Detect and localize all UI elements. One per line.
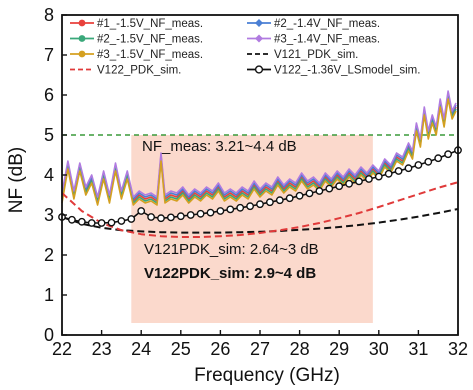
series-line-4 xyxy=(61,90,457,198)
series-8-point xyxy=(434,154,443,163)
annotation-meas: NF_meas: 3.21~4.4 dB xyxy=(142,138,297,155)
x-tick-label: 22 xyxy=(52,339,72,359)
series-8-point xyxy=(345,179,353,188)
annotation-v121: V121PDK_sim: 2.64~3 dB xyxy=(144,241,319,258)
series-8-point xyxy=(137,207,146,215)
x-tick-label: 32 xyxy=(448,339,468,359)
legend-label-1: #1_-1.5V_NF_meas. xyxy=(97,18,203,30)
series-8-point xyxy=(236,203,245,212)
legend-marker-3 xyxy=(78,35,86,42)
legend-marker-1 xyxy=(78,19,86,27)
legend-marker-5 xyxy=(78,50,86,58)
series-8-point xyxy=(414,161,423,169)
legend-marker-4 xyxy=(255,34,263,43)
series-8-point xyxy=(295,191,304,200)
legend-label-3: #2_-1.5V_NF_meas. xyxy=(97,34,203,46)
y-tick-label: 6 xyxy=(44,85,54,105)
x-tick-label: 24 xyxy=(131,339,151,359)
y-tick-label: 4 xyxy=(44,165,54,185)
series-8-point xyxy=(315,187,324,195)
x-tick-label: 31 xyxy=(408,339,428,359)
annotation-v122: V122PDK_sim: 2.9~4 dB xyxy=(144,265,316,282)
series-8-point xyxy=(117,217,126,225)
series-8-point xyxy=(246,202,255,211)
y-tick-label: 7 xyxy=(44,45,54,65)
series-8-point xyxy=(77,217,86,226)
y-tick-label: 2 xyxy=(44,245,54,265)
series-8-point xyxy=(256,200,264,209)
legend-label-2: #2_-1.4V_NF_meas. xyxy=(274,18,380,30)
series-8-point xyxy=(325,184,334,193)
series-8-point xyxy=(196,209,205,218)
legend-marker-2 xyxy=(255,19,263,27)
series-8-point xyxy=(335,182,344,191)
series-8-point xyxy=(68,215,76,224)
series-8-point xyxy=(216,207,225,215)
series-line-7 xyxy=(61,181,459,238)
series-8-point xyxy=(166,213,175,222)
series-8-point xyxy=(305,189,314,198)
legend: #1_-1.5V_NF_meas. #2_-1.4V_NF_meas. #2_-1.… xyxy=(70,18,420,77)
shaded-region xyxy=(131,135,373,323)
plot-layer xyxy=(58,90,462,323)
x-tick-label: 23 xyxy=(92,339,112,359)
x-tick-label: 25 xyxy=(171,339,191,359)
series-8-point xyxy=(147,213,156,221)
series-8-point xyxy=(384,169,393,178)
series-8-point xyxy=(107,218,116,227)
series-8-point xyxy=(444,150,452,159)
legend-marker-8 xyxy=(254,65,264,74)
series-8-point xyxy=(176,212,185,221)
annotation-v122-prefix: V122PDK_sim: xyxy=(144,265,254,282)
y-tick-label: 5 xyxy=(44,125,54,145)
series-8-point xyxy=(374,172,383,181)
x-tick-label: 26 xyxy=(210,339,230,359)
legend-label-6: V121_PDK_sim. xyxy=(274,49,358,61)
legend-label-4: #3_-1.4V_NF_meas. xyxy=(274,34,380,46)
series-8-point xyxy=(206,208,215,217)
x-tick-label: 29 xyxy=(329,339,349,359)
series-8-point xyxy=(355,177,363,186)
series-8-point xyxy=(394,167,403,175)
y-tick-label: 0 xyxy=(44,325,54,345)
legend-label-7: V122_PDK_sim. xyxy=(97,65,181,77)
y-tick-label: 1 xyxy=(44,285,54,305)
legend-label-5: #3_-1.5V_NF_meas. xyxy=(97,49,203,61)
series-8-point xyxy=(364,175,373,183)
series-8-point xyxy=(275,196,284,205)
x-axis-title: Frequency (GHz) xyxy=(194,365,340,386)
x-tick-label: 30 xyxy=(369,339,389,359)
y-tick-label: 3 xyxy=(44,205,54,225)
series-line-5 xyxy=(61,98,457,206)
y-tick-label: 8 xyxy=(44,5,54,25)
annotations: NF_meas: 3.21~4.4 dB V121PDK_sim: 2.64~3… xyxy=(142,138,319,282)
series-8-point xyxy=(404,164,413,173)
series-8-point xyxy=(97,219,106,227)
legend-label-8: V122_-1.36V_LSmodel_sim. xyxy=(274,65,420,77)
series-8-point xyxy=(87,219,96,227)
y-axis-title: NF (dB) xyxy=(6,147,27,214)
series-8-point xyxy=(285,194,294,203)
series-8-point xyxy=(157,214,165,223)
x-tick-label: 27 xyxy=(250,339,270,359)
series-8-point xyxy=(186,211,195,219)
series-8-point xyxy=(127,215,136,223)
series-8-point xyxy=(265,198,274,207)
series-8-point xyxy=(424,157,433,166)
x-tick-label: 28 xyxy=(290,339,310,359)
annotation-v122-value: 2.9~4 dB xyxy=(254,265,316,282)
series-8-point xyxy=(226,205,235,214)
